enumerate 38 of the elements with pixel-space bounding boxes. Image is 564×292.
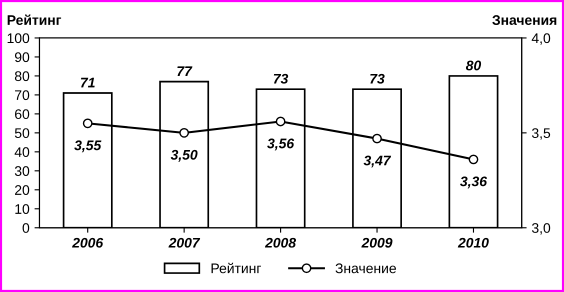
y-tick-label: 70 bbox=[15, 90, 30, 100]
data-label: 73 bbox=[370, 74, 385, 84]
x-tick-label: 2006 bbox=[72, 238, 104, 248]
y2-tick-label: 3,5 bbox=[532, 128, 550, 140]
y2-axis-title: Значения bbox=[492, 15, 556, 25]
legend-label: Значение bbox=[335, 263, 396, 274]
x-tick-label: 2008 bbox=[264, 238, 296, 248]
y-tick-label: 40 bbox=[14, 147, 30, 158]
y-tick-label: 80 bbox=[14, 71, 30, 82]
x-tick-label: 2009 bbox=[361, 238, 392, 248]
data-label: 3,56 bbox=[267, 138, 294, 150]
point bbox=[276, 116, 286, 126]
y-tick-label: 30 bbox=[14, 166, 30, 176]
y-tick-label: 100 bbox=[8, 33, 30, 44]
point bbox=[179, 128, 190, 138]
legend-label: Рейтинг bbox=[212, 262, 262, 274]
y2-tick-label: 3,0 bbox=[532, 223, 550, 235]
y-tick-label: 60 bbox=[15, 109, 30, 120]
data-label: 3,50 bbox=[170, 150, 198, 162]
data-label: 3,47 bbox=[364, 156, 392, 168]
y-tick-label: 10 bbox=[15, 204, 30, 214]
x-tick-label: 2007 bbox=[168, 238, 200, 248]
point bbox=[82, 118, 93, 128]
y-tick-label: 0 bbox=[22, 223, 30, 233]
data-label: 3,36 bbox=[460, 176, 488, 188]
x-tick-label: 2010 bbox=[458, 238, 489, 248]
y-tick-label: 90 bbox=[14, 52, 30, 62]
y-axis-title: Рейтинг bbox=[8, 14, 62, 25]
y-tick-label: 50 bbox=[14, 128, 30, 138]
data-label: 73 bbox=[274, 74, 288, 84]
y2-tick-label: 4,0 bbox=[532, 33, 550, 45]
data-label: 71 bbox=[80, 78, 95, 88]
data-label: 3,55 bbox=[74, 140, 102, 152]
y-tick-label: 20 bbox=[15, 185, 30, 195]
data-label: 77 bbox=[177, 66, 192, 76]
data-label: 80 bbox=[466, 60, 482, 70]
point bbox=[372, 134, 382, 144]
point bbox=[468, 154, 478, 164]
